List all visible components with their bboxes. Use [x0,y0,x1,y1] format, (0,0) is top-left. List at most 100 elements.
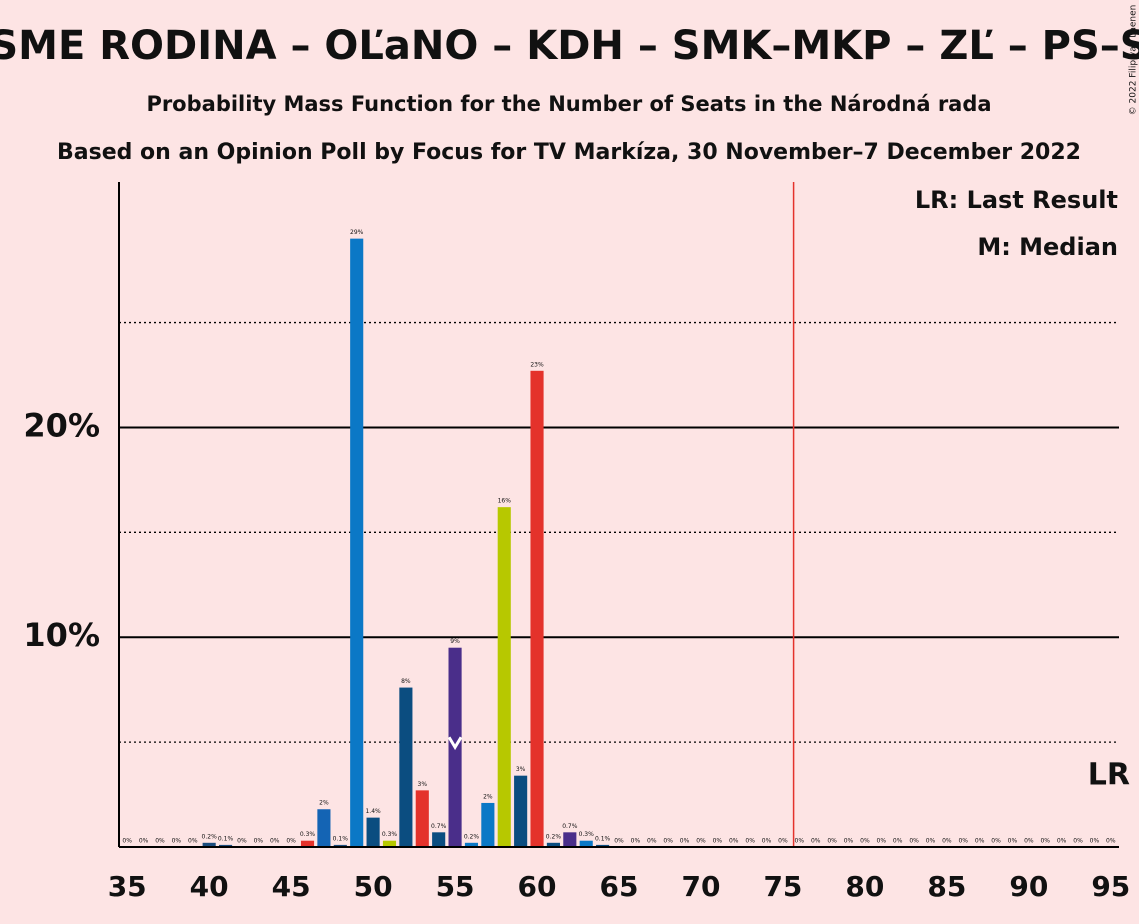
value-label: 0% [1090,838,1100,845]
value-label: 0.3% [300,831,316,838]
bar [563,832,577,847]
value-label: 0.7% [562,823,578,830]
value-label: 0% [1057,838,1067,845]
chart-title: SME RODINA – OĽaNO – KDH – SMK–MKP – ZĽ … [0,23,1139,69]
value-label: 0.1% [218,835,234,842]
value-label: 0% [713,838,723,845]
bar [350,238,364,847]
bar [579,840,593,847]
value-label: 0% [696,838,706,845]
x-tick-label: 95 [1091,870,1130,903]
value-label: 0.2% [464,833,480,840]
value-label: 0% [1040,838,1050,845]
bar [382,840,397,847]
bar [546,842,560,847]
chart-subtitle: Probability Mass Function for the Number… [146,92,991,116]
value-label: 1.4% [365,808,381,815]
value-label: 0.1% [333,835,349,842]
value-label: 0% [1008,838,1018,845]
value-label: 0.7% [431,823,447,830]
bar [481,802,495,847]
value-label: 0% [188,838,198,845]
value-label: 0% [254,838,264,845]
value-label: 2% [483,793,493,800]
last-result-label: LR [1088,758,1130,793]
value-label: 0% [877,838,887,845]
bar [300,840,315,847]
bar [317,809,331,847]
x-tick-label: 35 [108,870,147,903]
y-tick-label: 20% [23,406,100,444]
bar [432,832,446,847]
x-tick-label: 45 [272,870,311,903]
x-tick-label: 40 [190,870,229,903]
value-label: 23% [530,361,544,368]
value-label: 0% [745,838,755,845]
x-tick-label: 75 [763,870,802,903]
value-label: 0.3% [579,831,595,838]
bar [366,817,380,847]
value-label: 0% [975,838,985,845]
value-label: 9% [450,638,460,645]
value-label: 29% [350,229,364,236]
x-tick-label: 60 [518,870,557,903]
value-label: 16% [498,498,512,505]
value-label: 0.1% [595,835,611,842]
bar [464,842,479,847]
value-label: 0% [909,838,919,845]
legend-entry: LR: Last Result [915,186,1118,214]
value-label: 0% [270,838,280,845]
bar [202,842,216,847]
value-label: 0% [1073,838,1083,845]
value-label: 0% [762,838,772,845]
x-tick-label: 85 [927,870,966,903]
value-label: 0% [155,838,165,845]
value-label: 0% [991,838,1001,845]
value-label: 0% [795,838,805,845]
value-label: 0.2% [546,833,562,840]
value-label: 0% [631,838,641,845]
value-label: 0% [680,838,690,845]
value-label: 0% [1024,838,1034,845]
bar [497,507,511,847]
value-label: 3% [418,781,428,788]
value-label: 0% [1106,838,1116,845]
value-label: 0% [778,838,788,845]
x-tick-label: 70 [681,870,720,903]
value-label: 0% [139,838,149,845]
value-label: 0% [729,838,739,845]
median-marker [447,736,463,751]
value-label: 0% [827,838,837,845]
value-label: 0% [286,838,296,845]
value-label: 0% [614,838,624,845]
chart-subtitle: Based on an Opinion Poll by Focus for TV… [57,140,1081,165]
bar [530,370,544,847]
legend-entry: M: Median [977,233,1118,261]
x-tick-label: 80 [845,870,884,903]
value-label: 0% [844,838,854,845]
value-label: 0% [860,838,870,845]
x-tick-label: 90 [1009,870,1048,903]
value-label: 0% [237,838,247,845]
bar [596,844,610,847]
value-label: 0% [942,838,952,845]
copyright: © 2022 Filip van Laenen [1129,5,1139,116]
value-label: 8% [401,678,411,685]
value-label: 0% [122,838,132,845]
value-label: 0% [172,838,182,845]
bar [514,775,528,847]
value-label: 2% [319,800,329,807]
x-tick-label: 65 [600,870,639,903]
value-label: 3% [516,766,526,773]
bar [333,844,347,847]
bar [219,844,233,847]
value-label: 0% [647,838,657,845]
value-label: 0.3% [382,831,398,838]
x-tick-label: 55 [436,870,475,903]
value-label: 0% [958,838,968,845]
y-tick-label: 10% [23,616,100,654]
value-label: 0.2% [202,833,218,840]
x-tick-label: 50 [354,870,393,903]
bar [399,687,413,847]
